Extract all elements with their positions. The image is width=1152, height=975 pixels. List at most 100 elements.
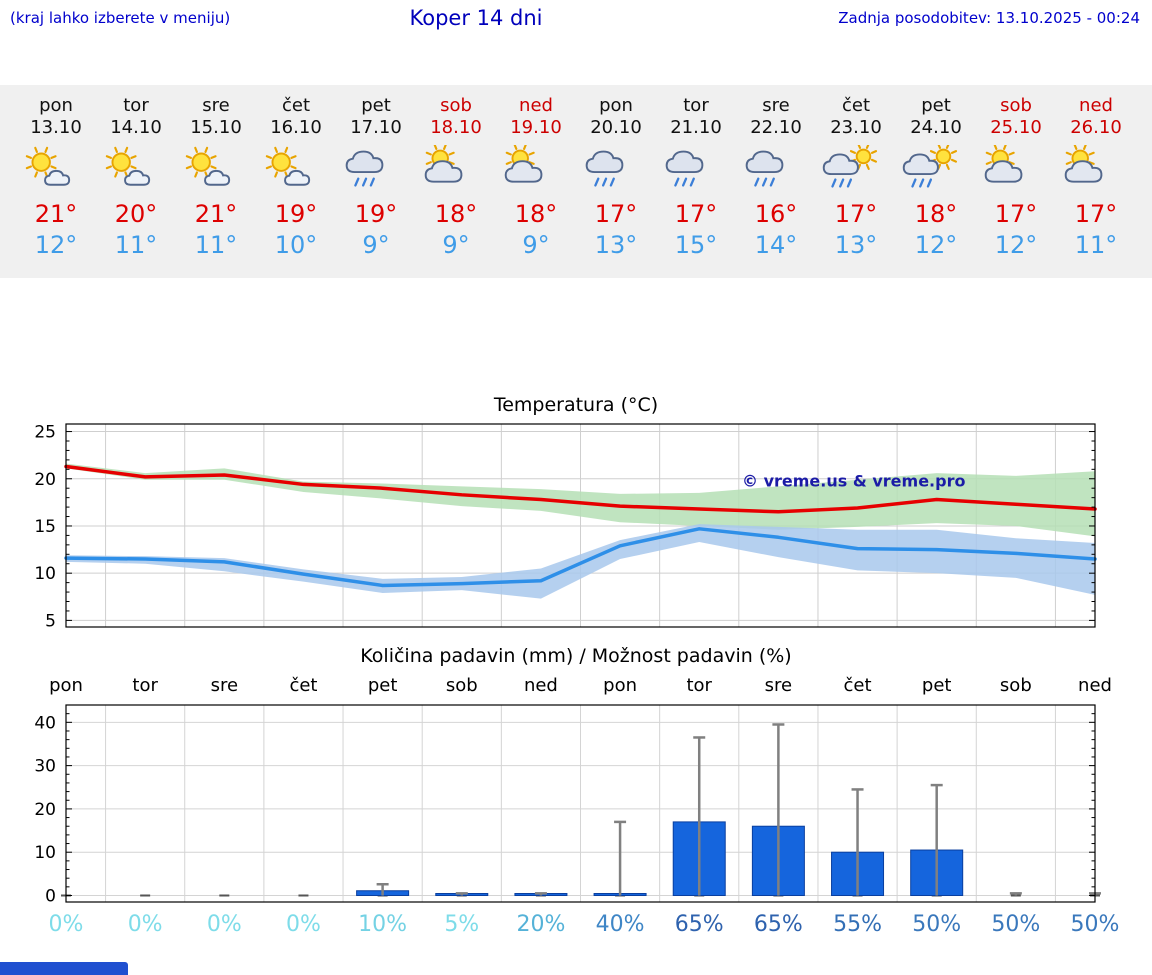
- page-title: Koper 14 dni: [409, 6, 543, 30]
- day-date: 20.10: [590, 116, 642, 138]
- precip-probability: 0%: [49, 912, 84, 937]
- day-name: ned: [519, 95, 553, 116]
- forecast-day-23.10: čet 23.10 17° 13°: [816, 95, 896, 260]
- day-date: 22.10: [750, 116, 802, 138]
- day-name: pet: [361, 95, 391, 116]
- forecast-day-22.10: sre 22.10 16° 14°: [736, 95, 816, 260]
- rain-icon: [656, 145, 736, 195]
- partly-cloudy-icon: [1056, 144, 1136, 195]
- precip-y-tick-label: 20: [34, 800, 56, 820]
- temp-max: 18°: [914, 199, 958, 228]
- day-date: 25.10: [990, 116, 1042, 138]
- rain-icon: [336, 145, 416, 195]
- temp-min: 15°: [674, 231, 718, 260]
- day-name: sob: [1000, 95, 1032, 116]
- precip-day-label: ned: [524, 675, 558, 696]
- partly-cloudy-icon: [416, 144, 496, 195]
- max-temp-line: [64, 465, 1097, 514]
- day-date: 23.10: [830, 116, 882, 138]
- temp-max: 16°: [754, 199, 798, 228]
- day-date: 14.10: [110, 116, 162, 138]
- day-name: tor: [123, 95, 149, 116]
- mostly-sunny-icon: [176, 145, 256, 195]
- min-temp-line: [64, 527, 1097, 588]
- temp-max: 17°: [994, 199, 1038, 228]
- forecast-day-17.10: pet 17.10 19° 9°: [336, 95, 416, 260]
- rain-icon: [576, 145, 656, 195]
- forecast-day-25.10: sob 25.10 17° 12°: [976, 95, 1056, 260]
- day-date: 24.10: [910, 116, 962, 138]
- precip-day-label: čet: [844, 675, 872, 696]
- temp-min: 14°: [754, 231, 798, 260]
- location-hint: (kraj lahko izberete v meniju): [10, 9, 231, 27]
- temp-max: 19°: [274, 199, 318, 228]
- precip-y-tick-label: 10: [34, 844, 56, 864]
- precipitation-chart-title: Količina padavin (mm) / Možnost padavin …: [360, 645, 792, 668]
- precip-y-tick-label: 40: [34, 714, 56, 734]
- watermark-link[interactable]: © vreme.us & vreme.pro: [742, 472, 965, 491]
- temp-max: 17°: [1074, 199, 1118, 228]
- rain-sun-icon: [896, 144, 976, 195]
- precip-day-label: sre: [211, 675, 238, 696]
- day-date: 21.10: [670, 116, 722, 138]
- precip-probability: 5%: [444, 912, 479, 937]
- temp-min: 11°: [114, 231, 158, 260]
- precip-y-tick-label: 30: [34, 757, 56, 777]
- precipitation-chart: pon tor sre čet pet sob ned pon tor sre čet pet sob n…: [34, 675, 1119, 937]
- temp-max: 17°: [674, 199, 718, 228]
- temp-max: 20°: [114, 199, 158, 228]
- forecast-day-15.10: sre 15.10 21° 11°: [176, 95, 256, 260]
- temp-min: 11°: [1074, 231, 1118, 260]
- day-name: ned: [1079, 95, 1113, 116]
- temp-y-tick-label: 25: [34, 423, 56, 443]
- day-date: 17.10: [350, 116, 402, 138]
- page-header: (kraj lahko izberete v meniju) Koper 14 …: [0, 0, 1152, 40]
- mostly-sunny-icon: [256, 145, 336, 195]
- precip-day-label: ned: [1078, 675, 1112, 696]
- temp-y-tick-label: 5: [45, 612, 56, 632]
- temp-y-tick-label: 10: [34, 565, 56, 585]
- temp-min: 13°: [594, 231, 638, 260]
- temp-max: 17°: [594, 199, 638, 228]
- forecast-day-24.10: pet 24.10 18° 12°: [896, 95, 976, 260]
- temperature-chart: 5 10 15 20 25 © vreme.us & vreme.pro: [34, 423, 1097, 632]
- rain-icon: [736, 145, 816, 195]
- day-name: sre: [762, 95, 790, 116]
- precip-day-label: pon: [603, 675, 637, 696]
- forecast-day-20.10: pon 20.10 17° 13°: [576, 95, 656, 260]
- temp-y-tick-label: 15: [34, 517, 56, 537]
- day-name: tor: [683, 95, 709, 116]
- day-date: 18.10: [430, 116, 482, 138]
- day-name: čet: [841, 95, 871, 116]
- temp-min: 12°: [994, 231, 1038, 260]
- temp-max: 18°: [434, 199, 478, 228]
- forecast-day-26.10: ned 26.10 17° 11°: [1056, 95, 1136, 260]
- day-date: 19.10: [510, 116, 562, 138]
- precip-probability: 50%: [912, 912, 961, 937]
- partly-cloudy-icon: [496, 144, 576, 195]
- forecast-day-13.10: pon 13.10 21° 12°: [16, 95, 96, 260]
- bottom-blue-bar: [0, 962, 128, 975]
- mostly-sunny-icon: [16, 145, 96, 195]
- temp-y-tick-label: 20: [34, 470, 56, 490]
- day-name: čet: [281, 95, 311, 116]
- temp-min: 9°: [442, 231, 470, 260]
- precip-probability: 65%: [675, 912, 724, 937]
- precip-day-label: čet: [289, 675, 317, 696]
- temp-min: 9°: [362, 231, 390, 260]
- temp-min: 13°: [834, 231, 878, 260]
- day-date: 15.10: [190, 116, 242, 138]
- day-date: 13.10: [30, 116, 82, 138]
- forecast-day-21.10: tor 21.10 17° 15°: [656, 95, 736, 260]
- forecast-day-14.10: tor 14.10 20° 11°: [96, 95, 176, 260]
- day-name: pet: [921, 95, 951, 116]
- forecast-strip: pon 13.10 21° 12° tor 14.10 20° 11° sre 15.10 21° 1…: [0, 85, 1152, 279]
- day-date: 16.10: [270, 116, 322, 138]
- precip-probability: 55%: [833, 912, 882, 937]
- last-update: Zadnja posodobitev: 13.10.2025 - 00:24: [838, 9, 1140, 27]
- temp-max: 21°: [194, 199, 238, 228]
- precip-day-label: sob: [1000, 675, 1032, 696]
- day-date: 26.10: [1070, 116, 1122, 138]
- partly-cloudy-icon: [976, 144, 1056, 195]
- precip-day-label: pon: [49, 675, 83, 696]
